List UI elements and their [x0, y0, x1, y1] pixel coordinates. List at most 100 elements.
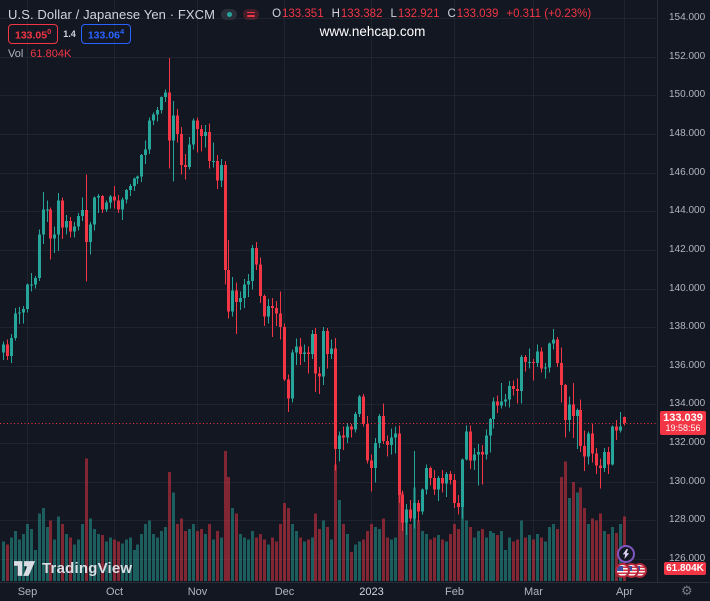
price-axis[interactable]: 154.000 152.000 150.000 148.000 146.000 144.0… [657, 0, 710, 582]
candle-body [469, 431, 472, 461]
time-tick-label[interactable]: Sep [17, 586, 38, 598]
candle-body [330, 348, 333, 355]
volume-bar [552, 523, 555, 581]
ohlc-values: O133.351 H133.382 L132.921 C133.039 +0.3… [272, 8, 591, 20]
close-label: C [447, 8, 456, 20]
volume-bar [243, 537, 246, 581]
spread-value: 1.4 [63, 29, 76, 39]
candle-body [307, 352, 310, 355]
volume-bar [556, 529, 559, 581]
volume-bar [433, 537, 436, 581]
candle-body [125, 189, 128, 200]
candle-body [117, 200, 120, 210]
volume-bar [524, 537, 527, 581]
volume-bar [370, 523, 373, 581]
gridlines [0, 0, 656, 582]
candle-body [184, 164, 187, 167]
volume-bar [587, 523, 590, 581]
candle-body [46, 209, 49, 211]
volume-label[interactable]: Vol [8, 48, 24, 60]
time-tick-label[interactable]: Nov [187, 586, 208, 598]
volume-bar [93, 529, 96, 581]
volume-bar [275, 541, 278, 581]
volume-bar [477, 531, 480, 581]
volume-bar [271, 537, 274, 581]
candle-body [615, 426, 618, 431]
candle-body [192, 120, 195, 145]
price-tick-label: 130.000 [669, 475, 706, 487]
volume-bar [362, 539, 365, 581]
volume-bar [576, 492, 579, 581]
volume-bar [85, 458, 88, 581]
price-tick-label: 152.000 [669, 50, 706, 62]
us-event-flag-icon[interactable] [615, 563, 630, 578]
candle-body [6, 344, 9, 357]
volume-bar [401, 492, 404, 581]
market-open-status-icon[interactable] [221, 8, 238, 20]
time-tick-label[interactable]: Feb [445, 586, 464, 598]
sell-bid-button[interactable]: 133.050 [8, 24, 59, 44]
candle-body [623, 416, 626, 423]
candle-body [247, 280, 250, 285]
candle-body [26, 284, 29, 309]
volume-bar [334, 464, 337, 581]
candle-body [421, 489, 424, 512]
candle-body [334, 348, 337, 449]
volume-bar [53, 539, 56, 581]
time-tick-label[interactable]: 2023 [359, 586, 384, 598]
volume-bar [235, 513, 238, 581]
volume-bar [429, 539, 432, 581]
candle-body [109, 196, 112, 203]
volume-bar [172, 492, 175, 581]
time-axis-settings-gear-icon[interactable]: ⚙ [681, 583, 693, 598]
volume-bar [338, 499, 341, 581]
symbol-title[interactable]: U.S. Dollar / Japanese Yen · FXCM [8, 6, 216, 22]
volume-bar [18, 539, 21, 581]
candle-body [611, 426, 614, 465]
quote-row: 133.050 1.4 133.064 [8, 24, 591, 44]
buy-ask-button[interactable]: 133.064 [80, 24, 132, 44]
tradingview-logo[interactable]: TradingView [14, 560, 132, 577]
price-tick-label: 136.000 [669, 359, 706, 371]
candle-body [445, 473, 448, 484]
volume-bar [595, 520, 598, 581]
volume-bar [267, 544, 270, 581]
volume-bar [591, 518, 594, 581]
candle-body [140, 155, 143, 177]
candle-body [512, 386, 515, 389]
candle-body [457, 502, 460, 507]
time-tick-label[interactable]: Oct [105, 586, 124, 598]
candle-body [560, 362, 563, 386]
candle-body [433, 477, 436, 490]
volume-bar [200, 529, 203, 581]
open-value: 133.351 [282, 8, 324, 20]
volume-bar [224, 451, 227, 581]
time-tick-label[interactable]: Mar [524, 586, 543, 598]
volume-bar [314, 513, 317, 581]
time-tick-label[interactable]: Apr [615, 586, 634, 598]
volume-bar [405, 518, 408, 581]
candle-body [358, 396, 361, 415]
volume-bar [212, 539, 215, 581]
candle-body [251, 247, 254, 281]
candle-body [49, 209, 52, 239]
volume-bar [34, 549, 37, 581]
volume-bar [160, 531, 163, 581]
volume-bar [544, 541, 547, 581]
time-tick-label[interactable]: Dec [274, 586, 295, 598]
volume-bar [532, 539, 535, 581]
economic-event-lightning-icon[interactable] [617, 545, 635, 563]
volume-bar [192, 523, 195, 581]
time-axis[interactable]: Sep Oct Nov Dec 2023 Feb Mar Apr [0, 582, 710, 601]
volume-bar [394, 537, 397, 581]
volume-bar [342, 523, 345, 581]
candle-body [113, 196, 116, 201]
volume-bar [568, 497, 571, 581]
candle-body [239, 298, 242, 303]
volume-bar [30, 529, 33, 581]
price-tick-label: 132.000 [669, 437, 706, 449]
data-alert-icon[interactable] [243, 8, 260, 20]
candle-body [30, 284, 33, 286]
volume-bar [390, 539, 393, 581]
